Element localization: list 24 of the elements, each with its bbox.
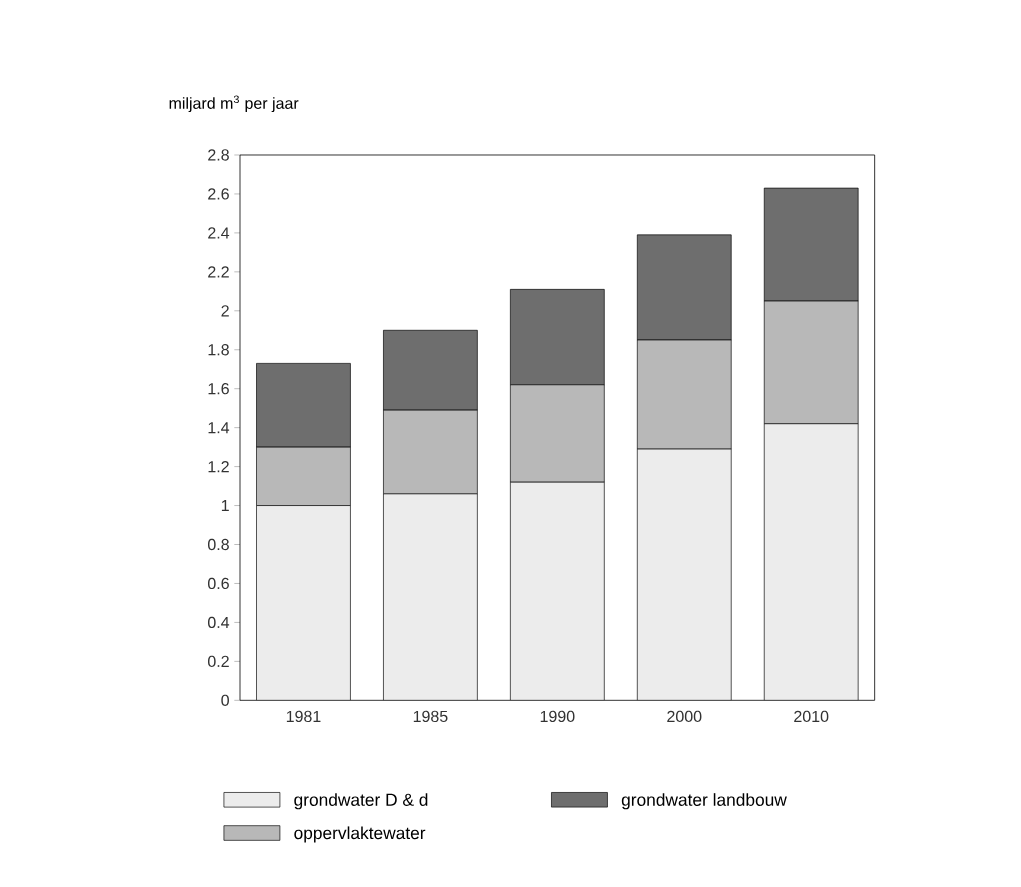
y-axis-title: miljard m$^{3}$ per jaar bbox=[169, 95, 299, 113]
legend-label: oppervlaktewater bbox=[294, 826, 426, 843]
y-tick-label: 2.2 bbox=[208, 266, 229, 278]
legend-label: grondwater D & d bbox=[294, 793, 428, 810]
y-tick-label: 1 bbox=[221, 500, 229, 512]
x-tick-label: 1985 bbox=[413, 710, 448, 723]
y-tick-label: 0.2 bbox=[207, 655, 229, 668]
y-tick-label: 1.8 bbox=[208, 344, 229, 356]
y-tick-label: 2.6 bbox=[208, 188, 229, 200]
y-tick-label: 0.4 bbox=[207, 616, 230, 629]
y-tick-label: 2.4 bbox=[208, 227, 230, 239]
x-tick-label: 2000 bbox=[667, 710, 702, 723]
legend-label: grondwater landbouw bbox=[621, 793, 787, 810]
y-tick-label: 2.8 bbox=[208, 149, 229, 161]
y-tick-label: 2 bbox=[221, 305, 229, 317]
y-tick-label: 0 bbox=[221, 694, 229, 706]
x-tick-label: 1990 bbox=[540, 710, 575, 723]
x-tick-label: 1981 bbox=[286, 710, 321, 723]
x-tick-label: 2010 bbox=[794, 710, 829, 723]
y-tick-label: 0.6 bbox=[207, 577, 229, 590]
y-tick-label: 0.8 bbox=[207, 538, 229, 551]
y-tick-label: 1.4 bbox=[208, 422, 230, 434]
y-tick-label: 1.6 bbox=[208, 383, 229, 395]
y-tick-label: 1.2 bbox=[208, 461, 229, 473]
